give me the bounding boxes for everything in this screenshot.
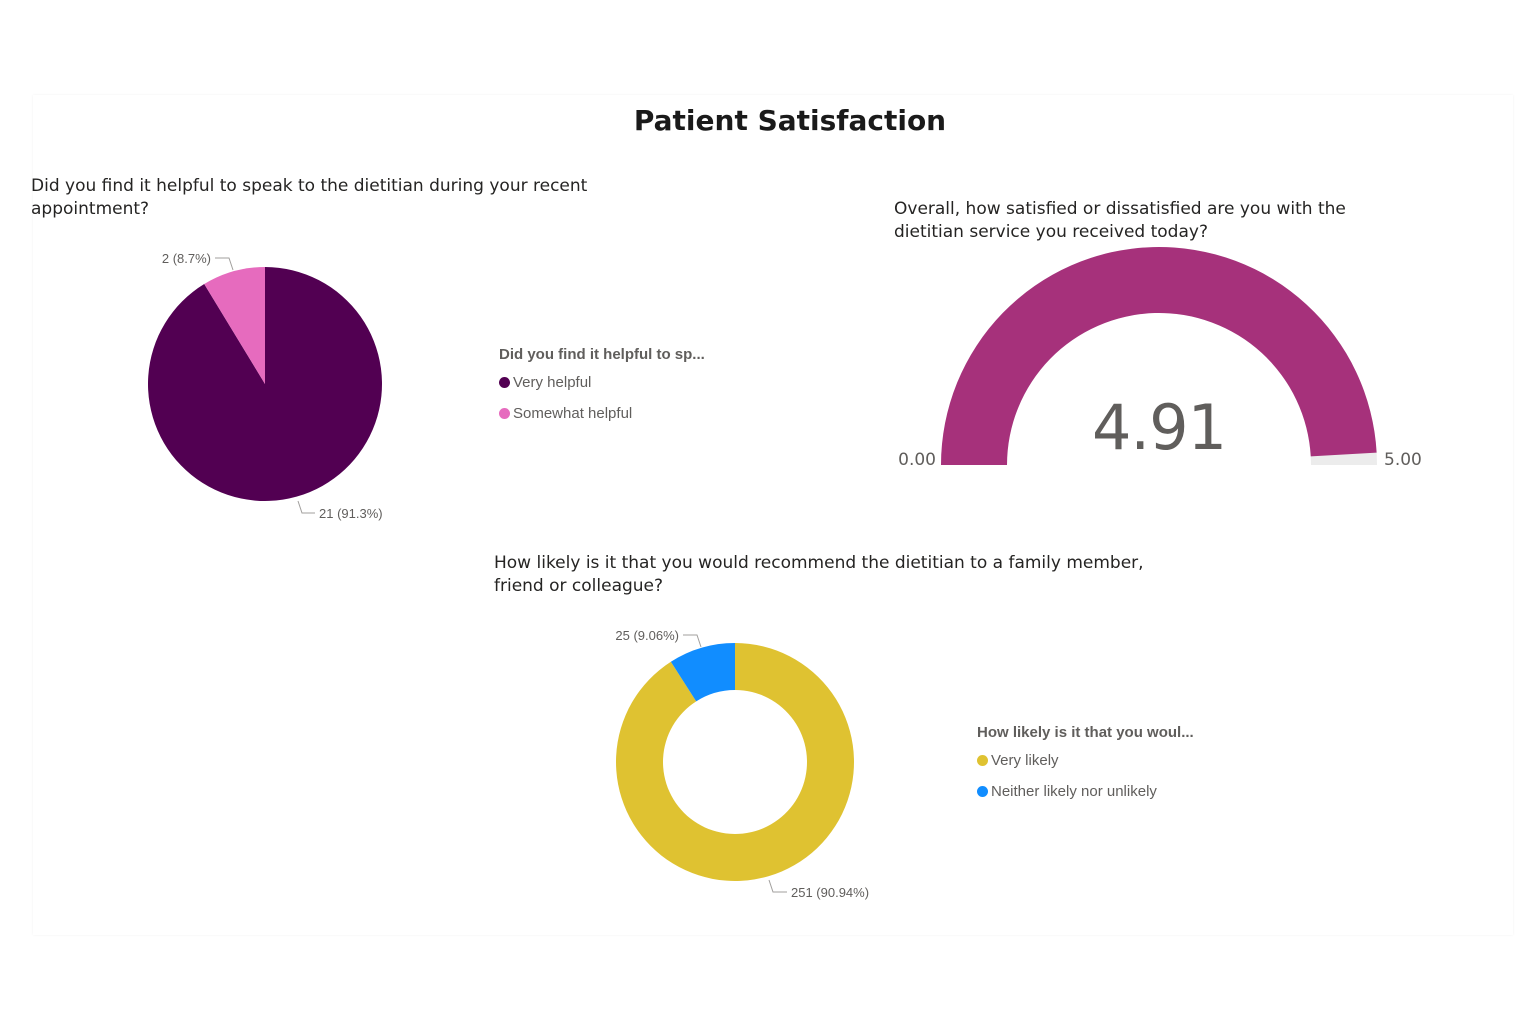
pie-legend-label-somewhat-helpful: Somewhat helpful: [513, 405, 633, 422]
donut-data-label-very-likely: 251 (90.94%): [791, 885, 869, 900]
pie-legend-marker-somewhat-helpful: [499, 408, 510, 419]
donut-slice-very-likely[interactable]: [615, 643, 854, 881]
donut-legend-item-neither[interactable]: Neither likely nor unlikely: [977, 780, 1194, 803]
pie-leader-line-somewhat-helpful: [215, 257, 234, 271]
donut-legend-item-very-likely[interactable]: Very likely: [977, 749, 1194, 772]
donut-legend-label-very-likely: Very likely: [991, 752, 1059, 769]
pie-leader-line-very-helpful: [297, 500, 315, 514]
pie-legend-label-very-helpful: Very helpful: [513, 374, 592, 391]
pie-chart-title: Did you find it helpful to speak to the …: [31, 175, 587, 221]
donut-slice-neither-likely-nor-unlikely[interactable]: [670, 643, 735, 702]
page-title: Patient Satisfaction: [633, 104, 947, 137]
pie-legend-item-somewhat-helpful[interactable]: Somewhat helpful: [499, 402, 705, 425]
pie-legend-marker-very-helpful: [499, 377, 510, 388]
gauge-title: Overall, how satisfied or dissatisfied a…: [894, 198, 1346, 244]
pie-legend-item-very-helpful[interactable]: Very helpful: [499, 371, 705, 394]
donut-chart-title: How likely is it that you would recommen…: [494, 552, 1144, 598]
gauge-title-line-2: dietitian service you received today?: [894, 222, 1208, 242]
donut-legend-marker-neither: [977, 786, 988, 797]
pie-slice-somewhat-helpful[interactable]: [204, 267, 265, 384]
pie-slice-very-helpful[interactable]: [148, 267, 383, 502]
donut-leader-line-neither: [683, 634, 702, 648]
pie-legend-title: Did you find it helpful to sp...: [499, 346, 705, 363]
donut-chart-title-line-2: friend or colleague?: [494, 576, 664, 596]
pie-chart-title-line-2: appointment?: [31, 199, 150, 219]
donut-chart-legend: How likely is it that you woul... Very l…: [977, 724, 1194, 811]
donut-chart[interactable]: 25 (9.06%) 251 (90.94%): [0, 0, 960, 920]
pie-chart-title-line-1: Did you find it helpful to speak to the …: [31, 176, 588, 196]
donut-legend-marker-very-likely: [977, 755, 988, 766]
report-canvas: [33, 95, 1513, 935]
pie-data-label-very-helpful: 21 (91.3%): [319, 506, 383, 521]
gauge-chart[interactable]: 4.91 0.00 5.00: [0, 0, 1536, 500]
gauge-max-label: 5.00: [1384, 450, 1422, 470]
donut-legend-label-neither: Neither likely nor unlikely: [991, 783, 1157, 800]
pie-chart-legend: Did you find it helpful to sp... Very he…: [499, 346, 705, 433]
donut-data-label-neither: 25 (9.06%): [615, 628, 679, 643]
pie-chart[interactable]: 2 (8.7%) 21 (91.3%): [0, 0, 480, 540]
gauge-value-label: 4.91: [1092, 391, 1226, 464]
donut-chart-title-line-1: How likely is it that you would recommen…: [494, 553, 1144, 573]
gauge-title-line-1: Overall, how satisfied or dissatisfied a…: [894, 199, 1346, 219]
gauge-value-arc[interactable]: [941, 247, 1377, 465]
gauge-min-label: 0.00: [898, 450, 936, 470]
pie-data-label-somewhat-helpful: 2 (8.7%): [162, 251, 211, 266]
donut-legend-title: How likely is it that you woul...: [977, 724, 1194, 741]
donut-leader-line-very-likely: [768, 879, 787, 893]
